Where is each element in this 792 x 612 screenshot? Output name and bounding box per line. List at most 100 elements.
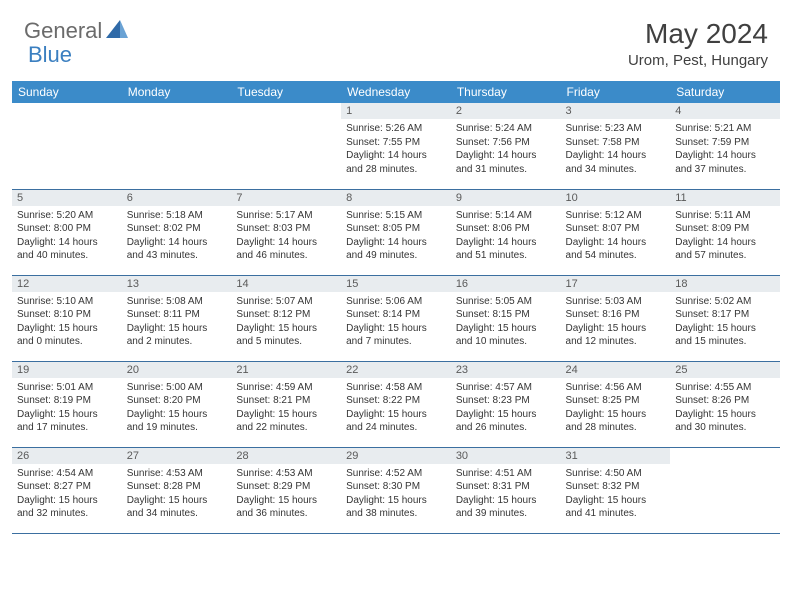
day-info-line: Sunrise: 5:23 AM (566, 122, 666, 136)
day-number: 29 (341, 448, 451, 464)
calendar-day-cell: 1Sunrise: 5:26 AMSunset: 7:55 PMDaylight… (341, 103, 451, 189)
calendar-day-cell: 25Sunrise: 4:55 AMSunset: 8:26 PMDayligh… (670, 361, 780, 447)
day-info-line: Sunrise: 4:55 AM (675, 381, 775, 395)
day-info: Sunrise: 5:26 AMSunset: 7:55 PMDaylight:… (341, 119, 451, 178)
calendar-day-cell: 8Sunrise: 5:15 AMSunset: 8:05 PMDaylight… (341, 189, 451, 275)
day-info-line: Sunset: 8:02 PM (127, 222, 227, 236)
day-info: Sunrise: 5:17 AMSunset: 8:03 PMDaylight:… (231, 206, 341, 265)
day-info-line: Daylight: 15 hours (346, 322, 446, 336)
day-info-line: Sunrise: 5:00 AM (127, 381, 227, 395)
calendar-day-cell: 17Sunrise: 5:03 AMSunset: 8:16 PMDayligh… (561, 275, 671, 361)
day-info-line: Daylight: 15 hours (17, 408, 117, 422)
day-info-line: Sunset: 8:05 PM (346, 222, 446, 236)
calendar-day-cell: 23Sunrise: 4:57 AMSunset: 8:23 PMDayligh… (451, 361, 561, 447)
weekday-header: Sunday (12, 81, 122, 103)
day-info-line: and 38 minutes. (346, 507, 446, 521)
day-info: Sunrise: 5:11 AMSunset: 8:09 PMDaylight:… (670, 206, 780, 265)
calendar-week-row: 5Sunrise: 5:20 AMSunset: 8:00 PMDaylight… (12, 189, 780, 275)
day-info-line: and 36 minutes. (236, 507, 336, 521)
day-info-line: and 39 minutes. (456, 507, 556, 521)
day-number: 14 (231, 276, 341, 292)
calendar-day-cell (122, 103, 232, 189)
day-info: Sunrise: 5:20 AMSunset: 8:00 PMDaylight:… (12, 206, 122, 265)
page-header: General May 2024 Urom, Pest, Hungary (0, 0, 792, 77)
day-info-line: Daylight: 14 hours (456, 149, 556, 163)
weekday-header: Friday (561, 81, 671, 103)
day-info-line: Daylight: 15 hours (236, 322, 336, 336)
day-info-line: Sunset: 8:26 PM (675, 394, 775, 408)
calendar-day-cell: 9Sunrise: 5:14 AMSunset: 8:06 PMDaylight… (451, 189, 561, 275)
day-number: 26 (12, 448, 122, 464)
day-info-line: Sunrise: 5:07 AM (236, 295, 336, 309)
calendar-day-cell: 26Sunrise: 4:54 AMSunset: 8:27 PMDayligh… (12, 447, 122, 533)
day-info-line: and 51 minutes. (456, 249, 556, 263)
day-info: Sunrise: 5:18 AMSunset: 8:02 PMDaylight:… (122, 206, 232, 265)
calendar-day-cell: 5Sunrise: 5:20 AMSunset: 8:00 PMDaylight… (12, 189, 122, 275)
day-info-line: Daylight: 15 hours (127, 408, 227, 422)
day-number: 16 (451, 276, 561, 292)
day-info-line: and 28 minutes. (566, 421, 666, 435)
day-info-line: Sunrise: 4:58 AM (346, 381, 446, 395)
day-info-line: Sunrise: 5:18 AM (127, 209, 227, 223)
day-info-line: Sunset: 8:23 PM (456, 394, 556, 408)
day-info-line: Daylight: 14 hours (346, 236, 446, 250)
day-info-line: Sunset: 8:19 PM (17, 394, 117, 408)
title-block: May 2024 Urom, Pest, Hungary (628, 18, 768, 69)
day-info-line: Sunrise: 5:26 AM (346, 122, 446, 136)
day-info-line: Sunrise: 5:21 AM (675, 122, 775, 136)
day-info-line: Sunrise: 4:53 AM (127, 467, 227, 481)
day-info-line: Sunset: 8:25 PM (566, 394, 666, 408)
day-info-line: Sunrise: 4:59 AM (236, 381, 336, 395)
day-info-line: Daylight: 14 hours (566, 236, 666, 250)
day-info-line: Daylight: 15 hours (566, 494, 666, 508)
day-info-line: Sunset: 8:16 PM (566, 308, 666, 322)
day-info: Sunrise: 4:53 AMSunset: 8:29 PMDaylight:… (231, 464, 341, 523)
calendar-day-cell: 7Sunrise: 5:17 AMSunset: 8:03 PMDaylight… (231, 189, 341, 275)
day-info: Sunrise: 5:12 AMSunset: 8:07 PMDaylight:… (561, 206, 671, 265)
day-info-line: Daylight: 15 hours (456, 322, 556, 336)
day-info: Sunrise: 4:51 AMSunset: 8:31 PMDaylight:… (451, 464, 561, 523)
day-info-line: and 15 minutes. (675, 335, 775, 349)
day-info-line: Sunset: 8:14 PM (346, 308, 446, 322)
calendar-day-cell: 30Sunrise: 4:51 AMSunset: 8:31 PMDayligh… (451, 447, 561, 533)
day-info-line: Sunrise: 5:05 AM (456, 295, 556, 309)
calendar-day-cell (12, 103, 122, 189)
day-info: Sunrise: 5:01 AMSunset: 8:19 PMDaylight:… (12, 378, 122, 437)
day-info-line: Sunrise: 5:24 AM (456, 122, 556, 136)
day-number: 9 (451, 190, 561, 206)
day-info-line: and 28 minutes. (346, 163, 446, 177)
day-info-line: Daylight: 15 hours (346, 494, 446, 508)
calendar-day-cell: 29Sunrise: 4:52 AMSunset: 8:30 PMDayligh… (341, 447, 451, 533)
day-info-line: Sunset: 8:03 PM (236, 222, 336, 236)
day-info-line: and 41 minutes. (566, 507, 666, 521)
day-info-line: Sunset: 7:56 PM (456, 136, 556, 150)
calendar-day-cell: 22Sunrise: 4:58 AMSunset: 8:22 PMDayligh… (341, 361, 451, 447)
day-info-line: Daylight: 14 hours (675, 149, 775, 163)
day-info-line: Sunrise: 4:53 AM (236, 467, 336, 481)
day-number: 2 (451, 103, 561, 119)
day-info: Sunrise: 4:55 AMSunset: 8:26 PMDaylight:… (670, 378, 780, 437)
day-info-line: and 34 minutes. (127, 507, 227, 521)
day-info: Sunrise: 5:05 AMSunset: 8:15 PMDaylight:… (451, 292, 561, 351)
calendar-day-cell: 10Sunrise: 5:12 AMSunset: 8:07 PMDayligh… (561, 189, 671, 275)
day-info: Sunrise: 5:00 AMSunset: 8:20 PMDaylight:… (122, 378, 232, 437)
day-number: 18 (670, 276, 780, 292)
calendar-day-cell: 3Sunrise: 5:23 AMSunset: 7:58 PMDaylight… (561, 103, 671, 189)
day-info-line: Daylight: 15 hours (566, 322, 666, 336)
day-info: Sunrise: 5:21 AMSunset: 7:59 PMDaylight:… (670, 119, 780, 178)
day-info-line: and 46 minutes. (236, 249, 336, 263)
day-info-line: Sunrise: 5:12 AM (566, 209, 666, 223)
day-info-line: and 37 minutes. (675, 163, 775, 177)
day-info-line: Daylight: 14 hours (456, 236, 556, 250)
day-info: Sunrise: 4:52 AMSunset: 8:30 PMDaylight:… (341, 464, 451, 523)
day-number: 5 (12, 190, 122, 206)
weekday-header: Monday (122, 81, 232, 103)
day-number: 10 (561, 190, 671, 206)
day-info-line: and 2 minutes. (127, 335, 227, 349)
calendar-day-cell: 27Sunrise: 4:53 AMSunset: 8:28 PMDayligh… (122, 447, 232, 533)
day-info-line: Sunset: 8:00 PM (17, 222, 117, 236)
day-info: Sunrise: 5:14 AMSunset: 8:06 PMDaylight:… (451, 206, 561, 265)
day-info-line: and 26 minutes. (456, 421, 556, 435)
logo: General (24, 18, 130, 44)
day-info: Sunrise: 5:24 AMSunset: 7:56 PMDaylight:… (451, 119, 561, 178)
